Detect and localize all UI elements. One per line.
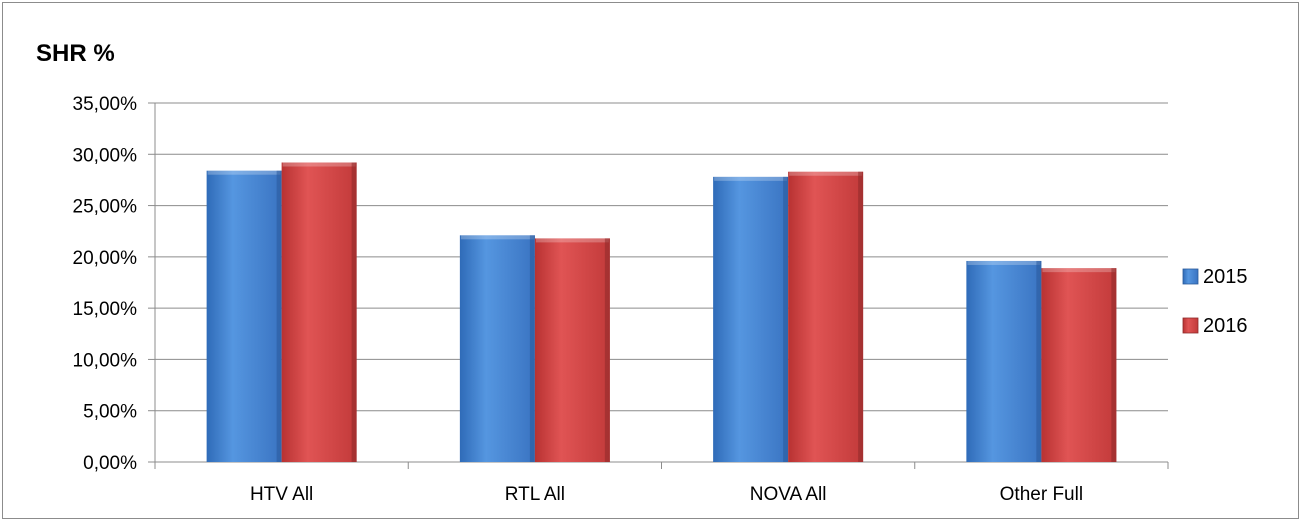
- bar-2016-1: [534, 238, 610, 462]
- y-tick-label: 0,00%: [83, 453, 137, 474]
- legend-swatch-2015: [1182, 268, 1199, 285]
- bar-shade: [1036, 260, 1042, 462]
- x-tick-label: Other Full: [1000, 484, 1083, 505]
- y-tick-label: 30,00%: [73, 145, 138, 166]
- bar-bevel: [282, 162, 356, 167]
- bar-shade: [529, 235, 535, 462]
- bar-2015-2: [713, 176, 789, 462]
- bar-2015-3: [966, 260, 1042, 462]
- bar-bevel: [535, 238, 609, 243]
- bar-bevel: [207, 170, 281, 175]
- bar-bevel: [967, 260, 1041, 265]
- chart-title: SHR %: [36, 40, 115, 67]
- bar-shade: [1111, 268, 1117, 462]
- bar-shade: [351, 162, 357, 462]
- bar-shade: [276, 170, 282, 462]
- bar-shade: [858, 171, 864, 463]
- bar-shade: [783, 176, 789, 462]
- y-tick-label: 25,00%: [73, 197, 138, 218]
- y-tick-label: 5,00%: [83, 402, 137, 423]
- bar-bevel: [460, 235, 534, 240]
- y-tick-label: 10,00%: [73, 350, 138, 371]
- legend-swatch-2016: [1182, 317, 1199, 334]
- x-tick-label: HTV All: [250, 484, 313, 505]
- bar-2015-0: [206, 170, 282, 462]
- bar-2016-3: [1041, 268, 1117, 462]
- x-tick-label: RTL All: [505, 484, 565, 505]
- y-tick-label: 15,00%: [73, 299, 138, 320]
- bar-2015-1: [459, 235, 535, 462]
- legend-label-2015: 2015: [1203, 266, 1248, 288]
- bar-2016-0: [281, 162, 357, 462]
- legend-label-2016: 2016: [1203, 315, 1248, 337]
- bar-shade: [604, 238, 610, 462]
- bar-bevel: [789, 171, 863, 176]
- y-tick-label: 35,00%: [73, 94, 138, 115]
- bar-2016-2: [788, 171, 864, 463]
- x-tick-label: NOVA All: [750, 484, 827, 505]
- y-tick-label: 20,00%: [73, 248, 138, 269]
- bar-bevel: [1042, 268, 1116, 273]
- bar-bevel: [714, 176, 788, 181]
